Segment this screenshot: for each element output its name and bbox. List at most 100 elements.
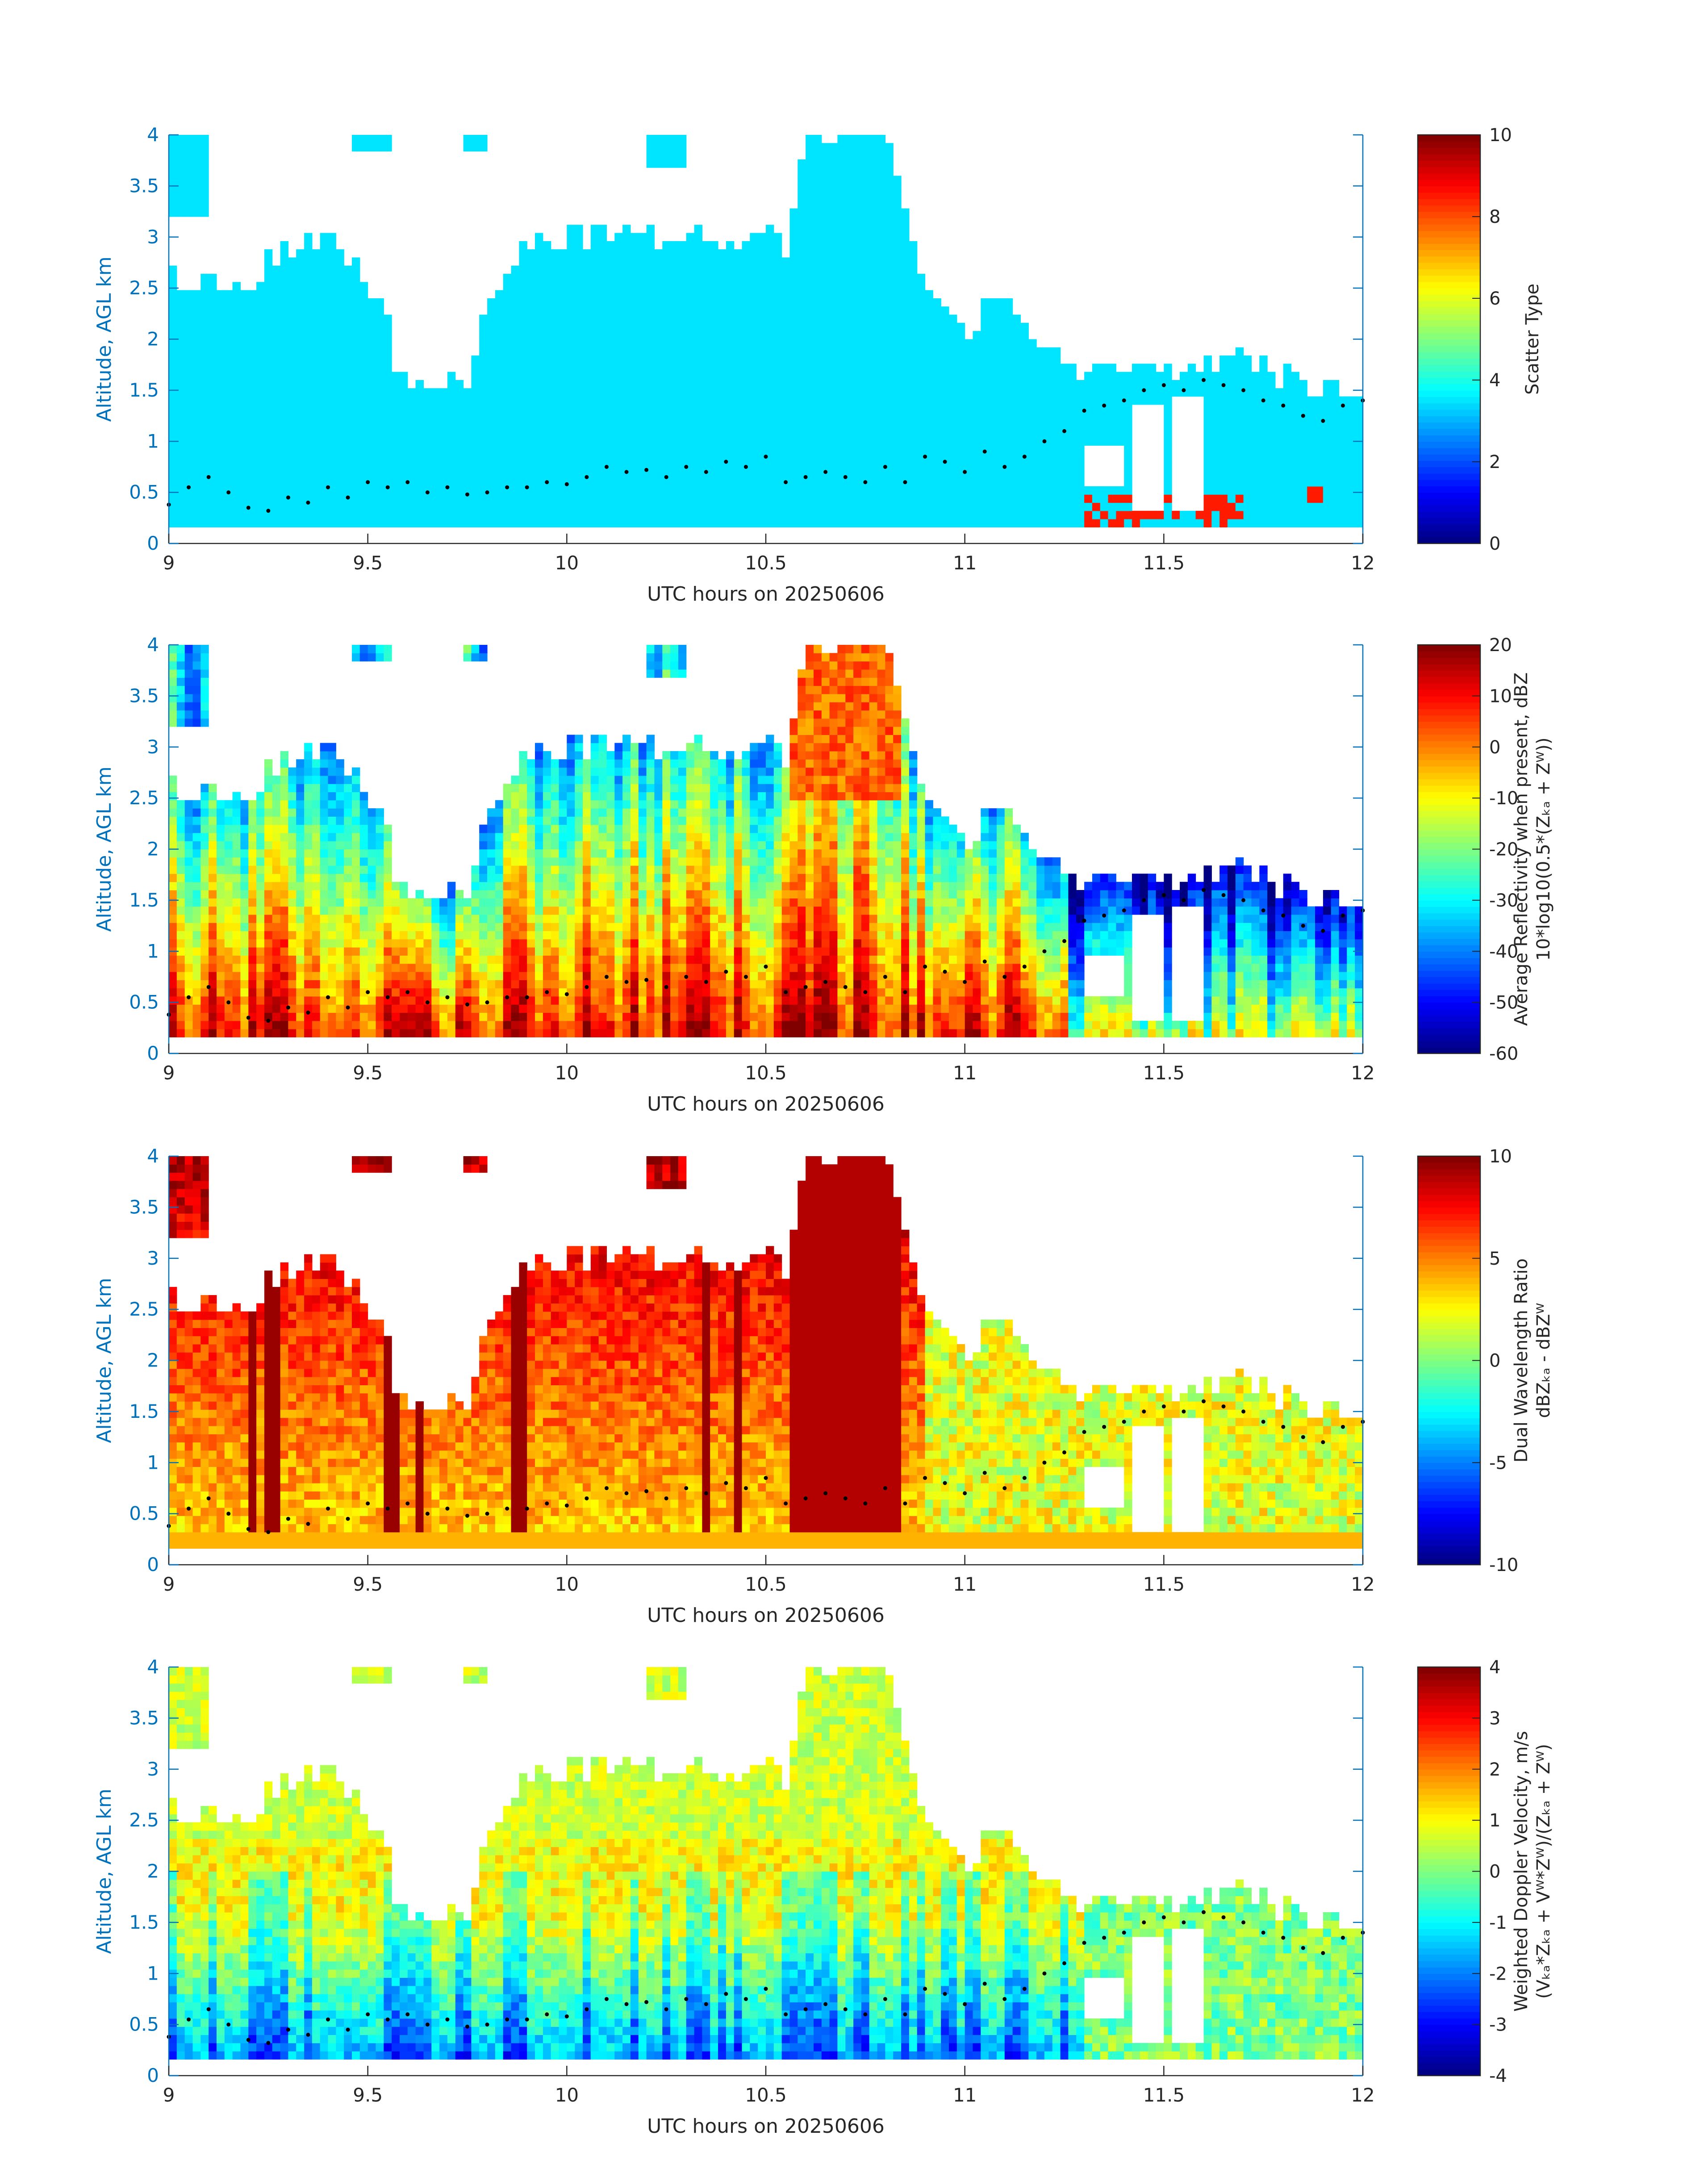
heatmap-cell: [209, 519, 217, 527]
heatmap-cell: [654, 437, 663, 446]
heatmap-cell: [384, 437, 392, 446]
heatmap-cell: [710, 502, 718, 511]
heatmap-cell: [718, 396, 727, 405]
heatmap-cell: [217, 980, 225, 989]
heatmap-cell: [766, 429, 774, 438]
heatmap-cell: [829, 167, 838, 176]
heatmap-cell: [280, 486, 288, 495]
heatmap-cell: [240, 955, 249, 964]
heatmap-cell: [614, 510, 623, 519]
heatmap-cell: [829, 355, 838, 364]
heatmap-cell: [169, 364, 177, 372]
heatmap-cell: [272, 462, 281, 470]
heatmap-cell: [535, 257, 543, 266]
heatmap-cell: [1036, 486, 1045, 495]
heatmap-cell: [1323, 486, 1332, 495]
heatmap-cell: [439, 413, 448, 422]
heatmap-cell: [829, 192, 838, 201]
heatmap-cell: [272, 963, 281, 972]
heatmap-cell: [264, 331, 273, 340]
heatmap-cell: [670, 274, 679, 282]
heatmap-cell: [280, 257, 288, 266]
heatmap-cell: [184, 718, 193, 727]
heatmap-cell: [973, 437, 981, 446]
heatmap-cell: [956, 396, 965, 405]
heatmap-cell: [240, 364, 249, 372]
heatmap-cell: [392, 478, 400, 487]
heatmap-cell: [1116, 494, 1124, 503]
heatmap-cell: [1291, 388, 1299, 397]
heatmap-cell: [829, 314, 838, 323]
boundary-dot: [366, 480, 370, 485]
heatmap-cell: [248, 322, 257, 331]
colorbar-swatch: [1418, 217, 1480, 225]
heatmap-cell: [320, 519, 329, 527]
heatmap-cell: [1251, 380, 1260, 389]
heatmap-cell: [773, 331, 782, 340]
heatmap-cell: [885, 396, 894, 405]
heatmap-cell: [575, 298, 583, 307]
heatmap-cell: [973, 372, 981, 380]
heatmap-cell: [280, 445, 288, 454]
heatmap-cell: [264, 282, 273, 291]
heatmap-cell: [1044, 486, 1053, 495]
heatmap-cell: [814, 502, 822, 511]
heatmap-cell: [845, 282, 854, 291]
heatmap-cell: [758, 462, 766, 470]
heatmap-cell: [280, 849, 288, 858]
heatmap-cell: [423, 494, 432, 503]
heatmap-cell: [312, 494, 321, 503]
heatmap-cell: [789, 510, 798, 519]
heatmap-cell: [598, 437, 607, 446]
heatmap-cell: [384, 445, 392, 454]
heatmap-cell: [877, 249, 885, 258]
heatmap-cell: [240, 339, 249, 348]
heatmap-cell: [272, 519, 281, 527]
heatmap-cell: [1219, 502, 1228, 511]
colorbar-swatch: [1418, 147, 1480, 155]
heatmap-cell: [654, 478, 663, 487]
heatmap-cell: [670, 151, 679, 160]
boundary-dot: [963, 470, 967, 474]
heatmap-cell: [352, 274, 360, 282]
heatmap-cell: [415, 388, 424, 397]
heatmap-cell: [773, 462, 782, 470]
heatmap-cell: [654, 282, 663, 291]
heatmap-cell: [1044, 388, 1053, 397]
heatmap-cell: [471, 135, 480, 143]
heatmap-cell: [439, 486, 448, 495]
heatmap-cell: [272, 914, 281, 923]
heatmap-cell: [224, 1012, 233, 1021]
heatmap-cell: [400, 502, 408, 511]
heatmap-cell: [606, 331, 615, 340]
heatmap-cell: [678, 502, 687, 511]
heatmap-cell: [798, 445, 806, 454]
heatmap-cell: [503, 355, 512, 364]
heatmap-cell: [654, 314, 663, 323]
heatmap-cell: [415, 421, 424, 430]
heatmap-cell: [1164, 470, 1172, 479]
heatmap-cell: [1156, 396, 1164, 405]
x-tick-label: 12: [1351, 552, 1374, 574]
heatmap-cell: [981, 486, 989, 495]
heatmap-cell: [280, 980, 288, 989]
heatmap-cell: [1203, 396, 1212, 405]
heatmap-cell: [447, 445, 456, 454]
heatmap-cell: [806, 143, 814, 152]
heatmap-cell: [407, 445, 416, 454]
heatmap-cell: [853, 470, 862, 479]
heatmap-cell: [718, 282, 727, 291]
heatmap-cell: [217, 972, 225, 980]
heatmap-cell: [917, 510, 926, 519]
heatmap-cell: [1203, 453, 1212, 462]
heatmap-cell: [1028, 396, 1037, 405]
heatmap-cell: [590, 233, 599, 242]
heatmap-cell: [209, 841, 217, 850]
heatmap-cell: [829, 453, 838, 462]
heatmap-cell: [471, 453, 480, 462]
heatmap-cell: [280, 519, 288, 527]
heatmap-cell: [861, 421, 870, 430]
heatmap-cell: [240, 816, 249, 825]
heatmap-cell: [296, 519, 305, 527]
heatmap-cell: [224, 865, 233, 874]
